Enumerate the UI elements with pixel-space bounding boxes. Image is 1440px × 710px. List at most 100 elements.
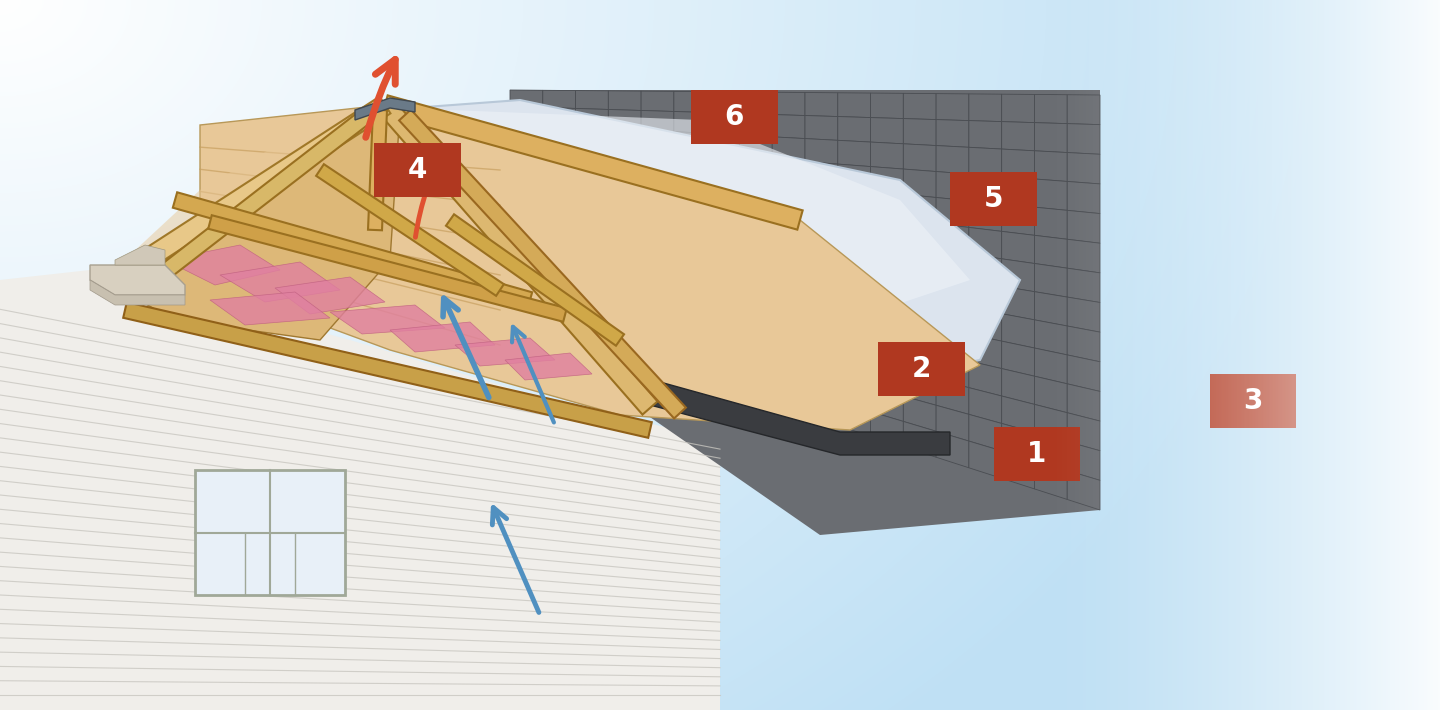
Polygon shape [543, 313, 576, 341]
Polygon shape [510, 90, 543, 107]
Polygon shape [641, 246, 674, 272]
Polygon shape [740, 178, 772, 204]
Polygon shape [166, 245, 279, 285]
Polygon shape [1002, 177, 1034, 207]
Polygon shape [510, 238, 543, 262]
FancyBboxPatch shape [691, 90, 778, 144]
Polygon shape [805, 323, 838, 354]
Polygon shape [576, 216, 608, 240]
Polygon shape [576, 144, 608, 165]
Polygon shape [969, 441, 1002, 479]
Polygon shape [1067, 153, 1100, 184]
Polygon shape [936, 249, 969, 281]
Polygon shape [740, 307, 772, 337]
Polygon shape [707, 258, 740, 286]
Polygon shape [740, 92, 772, 114]
Polygon shape [377, 99, 658, 415]
Polygon shape [707, 321, 740, 351]
Polygon shape [576, 270, 608, 296]
Polygon shape [1034, 376, 1067, 413]
Polygon shape [1067, 182, 1100, 214]
Polygon shape [543, 210, 576, 234]
Polygon shape [0, 270, 720, 710]
FancyBboxPatch shape [994, 427, 1080, 481]
Polygon shape [707, 217, 740, 243]
Polygon shape [124, 302, 652, 438]
Polygon shape [903, 195, 936, 224]
Polygon shape [772, 114, 805, 138]
Polygon shape [510, 189, 543, 210]
FancyBboxPatch shape [878, 342, 965, 396]
Polygon shape [1034, 123, 1067, 153]
Polygon shape [510, 172, 543, 193]
Polygon shape [707, 112, 740, 135]
Polygon shape [674, 212, 707, 238]
Polygon shape [1067, 384, 1100, 421]
Polygon shape [446, 214, 624, 346]
Polygon shape [838, 402, 871, 436]
Polygon shape [370, 100, 1020, 390]
Polygon shape [576, 305, 608, 333]
Polygon shape [608, 202, 641, 226]
Polygon shape [772, 382, 805, 415]
Polygon shape [805, 300, 838, 330]
Polygon shape [903, 371, 936, 405]
Polygon shape [543, 90, 576, 109]
Polygon shape [1002, 259, 1034, 292]
Text: 4: 4 [408, 156, 428, 185]
Polygon shape [369, 110, 387, 230]
Polygon shape [936, 327, 969, 361]
Polygon shape [641, 188, 674, 212]
Polygon shape [707, 300, 740, 329]
Polygon shape [969, 254, 1002, 286]
Polygon shape [871, 289, 903, 320]
Polygon shape [838, 330, 871, 363]
Polygon shape [576, 126, 608, 147]
Polygon shape [543, 142, 576, 162]
Polygon shape [200, 105, 981, 430]
Polygon shape [1002, 368, 1034, 405]
Polygon shape [674, 252, 707, 279]
Polygon shape [510, 123, 543, 142]
Polygon shape [805, 138, 838, 164]
Polygon shape [707, 238, 740, 265]
Polygon shape [115, 245, 166, 265]
Polygon shape [903, 320, 936, 354]
Polygon shape [608, 296, 641, 324]
Polygon shape [805, 208, 838, 236]
Polygon shape [838, 188, 871, 216]
Polygon shape [740, 157, 772, 182]
Polygon shape [576, 323, 608, 351]
Polygon shape [330, 305, 445, 334]
Polygon shape [805, 231, 838, 259]
Polygon shape [115, 105, 400, 340]
Polygon shape [871, 387, 903, 422]
Polygon shape [903, 119, 936, 146]
Polygon shape [871, 118, 903, 144]
Polygon shape [210, 292, 330, 325]
Polygon shape [871, 363, 903, 396]
Polygon shape [871, 216, 903, 245]
Polygon shape [1034, 320, 1067, 355]
Polygon shape [936, 172, 969, 201]
Polygon shape [641, 304, 674, 332]
Polygon shape [740, 222, 772, 248]
Polygon shape [608, 222, 641, 246]
Polygon shape [740, 135, 772, 159]
Polygon shape [220, 262, 340, 302]
Polygon shape [1067, 326, 1100, 362]
Polygon shape [707, 154, 740, 178]
Polygon shape [1034, 432, 1067, 471]
Polygon shape [674, 172, 707, 196]
Polygon shape [89, 280, 184, 305]
Polygon shape [740, 243, 772, 271]
Polygon shape [936, 301, 969, 334]
Polygon shape [805, 116, 838, 141]
Polygon shape [674, 332, 707, 363]
Polygon shape [543, 296, 576, 323]
FancyBboxPatch shape [374, 143, 461, 197]
Polygon shape [936, 94, 969, 121]
Polygon shape [969, 334, 1002, 368]
Polygon shape [1067, 471, 1100, 510]
Polygon shape [510, 155, 543, 176]
